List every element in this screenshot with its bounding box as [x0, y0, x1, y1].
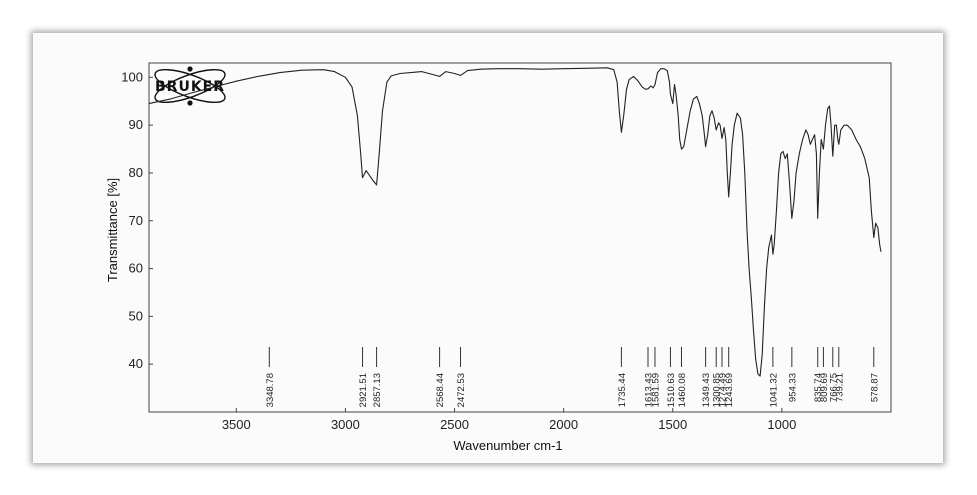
y-tick-label: 70	[129, 213, 143, 228]
peak-markers: 3348.78 2921.51 2857.13 2568.44 2472.53 1735.…	[265, 347, 880, 407]
x-axis-ticks: 3500 3000 2500 2000 1500 1000	[222, 408, 796, 432]
y-tick-label: 60	[129, 261, 143, 276]
y-axis-title: Transmittance [%]	[105, 178, 120, 282]
x-tick-label: 3500	[222, 417, 251, 432]
logo-dot-bottom	[187, 100, 193, 106]
peak-label: 1613.43	[644, 373, 655, 407]
peak-label: 766.75	[828, 373, 839, 402]
peak-label: 2921.51	[358, 373, 369, 407]
ir-spectrum-chart: BRUKER 40 50 60 70 80 90 100 3500 3000 2500 2000 1…	[105, 62, 892, 453]
peak-label: 1460.08	[677, 373, 688, 407]
peak-label: 1300.85	[712, 373, 723, 407]
y-tick-label: 90	[129, 117, 143, 132]
peak-label: 1243.69	[724, 373, 735, 407]
y-tick-label: 80	[129, 165, 143, 180]
peak-label: 739.21	[834, 373, 845, 402]
plot-frame	[148, 62, 892, 413]
logo-text: BRUKER	[155, 79, 225, 95]
plot-border	[148, 62, 892, 413]
peak-label: 954.33	[787, 373, 798, 402]
x-tick-label: 2500	[440, 417, 469, 432]
peak-label: 3348.78	[265, 373, 276, 407]
x-tick-label: 3000	[331, 417, 360, 432]
y-tick-label: 100	[121, 69, 143, 84]
spectrum-series	[148, 67, 882, 377]
peak-label: 809.69	[819, 373, 830, 402]
peak-label: 1274.49	[717, 373, 728, 407]
spectrum-sheet: BRUKER 40 50 60 70 80 90 100 3500 3000 2500 2000 1…	[33, 33, 943, 463]
peak-label: 2472.53	[456, 373, 467, 407]
peak-label: 578.87	[869, 373, 880, 402]
peak-label: 2857.13	[372, 373, 383, 407]
x-tick-label: 2000	[549, 417, 578, 432]
spectrum-line	[148, 67, 882, 377]
y-tick-label: 50	[129, 308, 143, 323]
logo-orbit-2	[154, 68, 226, 104]
bruker-logo: BRUKER	[154, 66, 226, 106]
x-tick-label: 1000	[767, 417, 796, 432]
peak-label: 1510.63	[666, 373, 677, 407]
logo-orbit-1	[154, 68, 226, 104]
peak-label: 1041.32	[768, 373, 779, 407]
y-axis-ticks: 40 50 60 70 80 90 100	[121, 69, 153, 371]
y-tick-label: 40	[129, 356, 143, 371]
peak-label: 2568.44	[435, 373, 446, 407]
peak-label: 1349.43	[701, 373, 712, 407]
peak-label: 1735.44	[617, 373, 628, 407]
logo-dot-top	[187, 66, 193, 72]
peak-label: 1581.59	[650, 373, 661, 407]
x-tick-label: 1500	[658, 417, 687, 432]
peak-label: 835.74	[813, 373, 824, 402]
x-axis-title: Wavenumber cm-1	[453, 438, 562, 453]
